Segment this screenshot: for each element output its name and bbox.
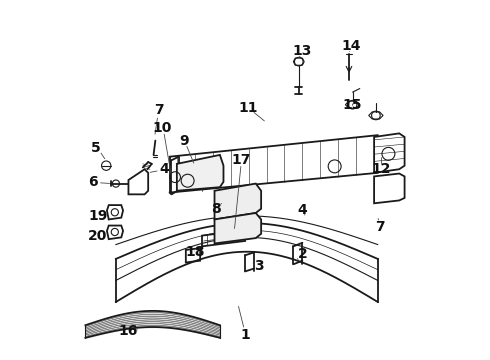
Text: 20: 20 <box>88 229 108 243</box>
Text: 4: 4 <box>297 203 307 217</box>
Text: 6: 6 <box>88 175 98 189</box>
Text: 10: 10 <box>153 121 172 135</box>
Text: 18: 18 <box>185 245 204 259</box>
Polygon shape <box>215 213 261 243</box>
Text: 3: 3 <box>254 259 264 273</box>
Text: 9: 9 <box>179 134 189 148</box>
Text: 15: 15 <box>343 98 362 112</box>
Text: 7: 7 <box>154 103 164 117</box>
Text: 4: 4 <box>159 162 169 176</box>
Text: 16: 16 <box>119 324 138 338</box>
Text: 5: 5 <box>91 141 101 155</box>
Text: 12: 12 <box>371 162 391 176</box>
Text: 17: 17 <box>232 153 251 167</box>
Text: 2: 2 <box>297 247 307 261</box>
Text: 7: 7 <box>375 220 384 234</box>
Text: 11: 11 <box>239 101 258 115</box>
Text: 19: 19 <box>88 209 108 223</box>
Text: 8: 8 <box>212 202 221 216</box>
Polygon shape <box>177 155 223 191</box>
Text: 14: 14 <box>341 39 361 53</box>
Text: 13: 13 <box>293 44 312 58</box>
Polygon shape <box>215 184 261 220</box>
Text: 1: 1 <box>240 328 250 342</box>
